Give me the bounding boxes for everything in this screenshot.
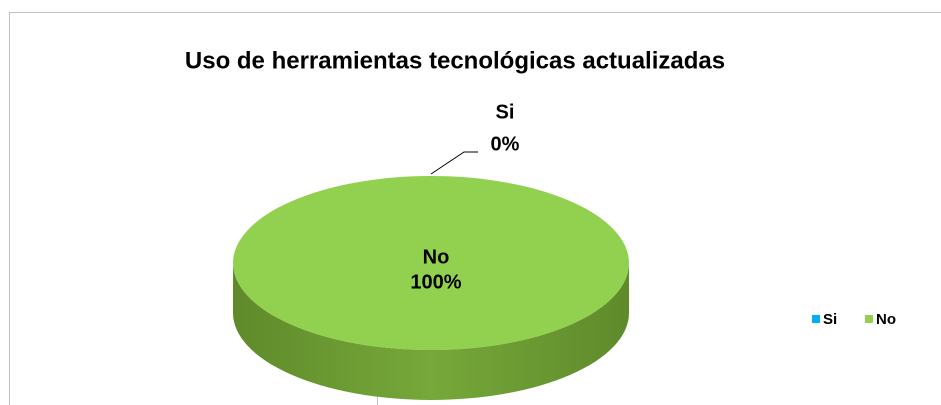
legend-label: Si: [823, 311, 837, 328]
data-label-name: Si: [496, 101, 515, 123]
chart-border: [9, 12, 941, 405]
data-label-value: 100%: [410, 271, 461, 293]
pie-side: [233, 263, 629, 400]
leader-line: [430, 151, 478, 175]
legend-swatch: [812, 315, 820, 323]
data-label-name: No: [423, 246, 450, 268]
data-label-value: 0%: [491, 133, 520, 155]
pie-slice: [233, 176, 629, 350]
chart-title: Uso de herramientas tecnológicas actuali…: [185, 47, 725, 74]
legend-swatch: [865, 315, 873, 323]
legend-label: No: [876, 311, 896, 328]
